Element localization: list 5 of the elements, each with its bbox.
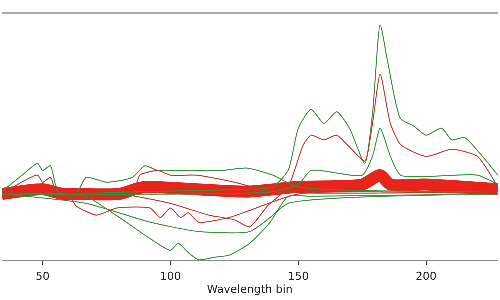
x-tick-label: 150 [288, 270, 310, 284]
x-tick-label: 200 [416, 270, 437, 284]
x-tick-label: 100 [160, 270, 182, 284]
x-axis-title: Wavelength bin [207, 283, 293, 296]
x-tick-label: 50 [36, 270, 50, 284]
